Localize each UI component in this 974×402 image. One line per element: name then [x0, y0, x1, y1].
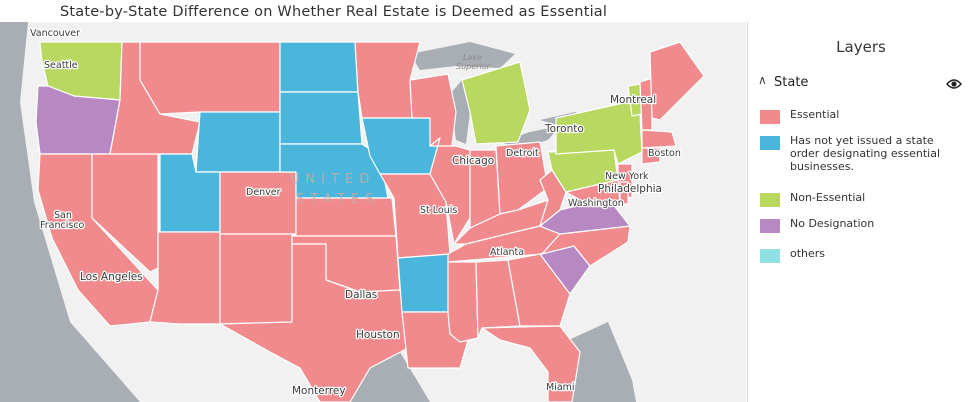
state-ar[interactable] — [397, 253, 451, 313]
city-st-louis: St Louis — [420, 205, 457, 216]
state-mi[interactable] — [461, 61, 531, 145]
city-los-angeles: Los Angeles — [80, 271, 143, 283]
city-miami: Miami — [546, 382, 575, 393]
legend-item[interactable]: Non-Essential — [760, 191, 965, 207]
state-md[interactable] — [565, 179, 621, 207]
state-ct[interactable] — [641, 147, 661, 165]
city-san-francisco-line2: Francisco — [40, 220, 85, 231]
state-wy[interactable] — [195, 111, 281, 173]
lake-label-2: Superior — [456, 62, 491, 71]
state-nh[interactable] — [639, 77, 653, 131]
city-monterrey: Monterrey — [292, 385, 346, 397]
legend-swatch — [760, 219, 780, 233]
state-nm[interactable] — [219, 233, 293, 325]
eye-icon[interactable] — [946, 75, 962, 94]
state-ms[interactable] — [447, 261, 479, 343]
city-denver: Denver — [246, 187, 281, 198]
legend-swatch — [760, 110, 780, 124]
city-montreal: Montreal — [610, 94, 656, 106]
lake-label-1: Lake — [463, 53, 482, 62]
panel-title: Layers — [836, 38, 886, 56]
map-title: State-by-State Difference on Whether Rea… — [60, 4, 608, 20]
city-boston: Boston — [648, 148, 681, 159]
state-ga[interactable] — [507, 253, 571, 327]
city-houston: Houston — [356, 329, 400, 341]
city-seattle: Seattle — [44, 60, 78, 71]
layer-row-state[interactable]: ∧ State — [758, 73, 966, 94]
state-nd[interactable] — [279, 41, 359, 93]
legend-label: Has not yet issued a state order designa… — [790, 134, 941, 173]
map-canvas[interactable]: UNITED STATES Lake Superior Vancouver Se… — [0, 22, 746, 402]
city-atlanta: Atlanta — [490, 247, 524, 258]
chevron-up-icon[interactable]: ∧ — [758, 73, 767, 87]
country-label-united: UNITED — [290, 172, 375, 187]
city-dallas: Dallas — [345, 289, 377, 301]
city-washington: Washington — [568, 198, 624, 209]
legend-label: Non-Essential — [790, 191, 866, 204]
lake-superior — [410, 42, 515, 70]
city-new-york: New York — [605, 171, 649, 182]
city-detroit: Detroit — [506, 148, 539, 159]
state-mt[interactable] — [139, 41, 281, 115]
city-san-francisco-line1: San — [54, 210, 72, 221]
state-de[interactable] — [619, 181, 629, 205]
legend-item[interactable]: Essential — [760, 108, 965, 124]
layer-name: State — [774, 75, 809, 90]
city-toronto: Toronto — [544, 123, 584, 135]
state-az[interactable] — [149, 231, 221, 325]
state-fl[interactable] — [481, 325, 581, 402]
layers-panel: Layers ∧ State Essential Has not yet issu… — [747, 22, 974, 402]
legend-swatch — [760, 249, 780, 263]
legend-swatch — [760, 193, 780, 207]
state-co[interactable] — [219, 171, 297, 235]
city-vancouver: Vancouver — [30, 28, 80, 39]
country-label-states: STATES — [296, 192, 379, 207]
legend-swatch — [760, 136, 780, 150]
choropleth-map[interactable]: UNITED STATES Lake Superior Vancouver Se… — [0, 22, 746, 402]
legend-item[interactable]: Has not yet issued a state order designa… — [760, 134, 965, 173]
state-ma[interactable] — [641, 129, 677, 149]
city-chicago: Chicago — [452, 155, 494, 167]
city-philadelphia: Philadelphia — [598, 183, 662, 195]
legend-label: others — [790, 247, 826, 260]
state-sd[interactable] — [279, 91, 363, 145]
legend-item[interactable]: others — [760, 247, 965, 263]
state-me[interactable] — [649, 41, 705, 121]
legend-label: No Designation — [790, 217, 875, 230]
legend-label: Essential — [790, 108, 840, 121]
legend-item[interactable]: No Designation — [760, 217, 965, 233]
state-oh[interactable] — [495, 141, 549, 215]
state-layer[interactable] — [35, 41, 705, 402]
